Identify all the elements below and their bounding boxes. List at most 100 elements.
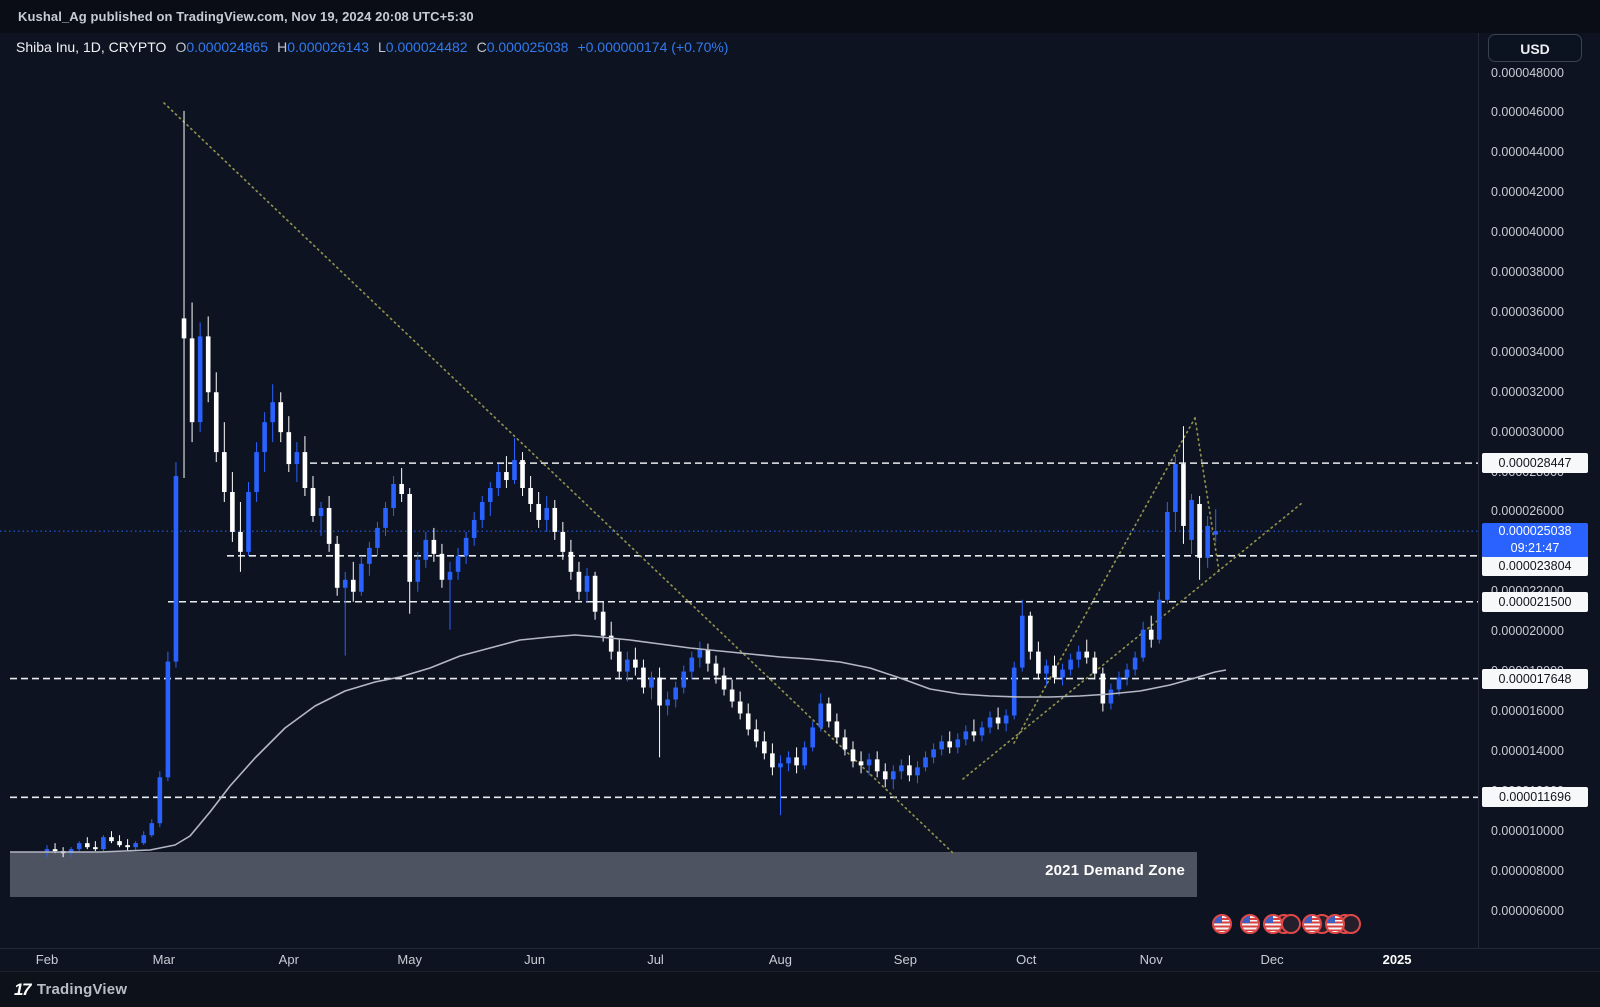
currency-button[interactable]: USD	[1488, 34, 1582, 62]
candle-body[interactable]	[1076, 651, 1081, 660]
candle-body[interactable]	[584, 575, 590, 592]
candle-body[interactable]	[286, 432, 292, 465]
candle-body[interactable]	[149, 823, 155, 836]
candle-body[interactable]	[850, 749, 856, 762]
candle-body[interactable]	[1028, 615, 1033, 652]
candle-body[interactable]	[552, 507, 558, 532]
candle-body[interactable]	[1019, 615, 1025, 668]
candle-body[interactable]	[1044, 665, 1049, 674]
candle-body[interactable]	[504, 472, 509, 481]
candle-body[interactable]	[826, 703, 832, 722]
candle-body[interactable]	[802, 747, 807, 766]
candle-body[interactable]	[528, 488, 533, 504]
candle-body[interactable]	[326, 507, 332, 544]
candle-body[interactable]	[463, 537, 469, 556]
candle-body[interactable]	[197, 336, 203, 423]
candle-body[interactable]	[93, 847, 98, 850]
candle-body[interactable]	[923, 757, 928, 768]
candle-body[interactable]	[1100, 673, 1106, 704]
candle-body[interactable]	[133, 843, 138, 848]
candle-body[interactable]	[205, 336, 211, 393]
candle-body[interactable]	[649, 677, 654, 688]
candle-body[interactable]	[1052, 665, 1057, 678]
candle-body[interactable]	[383, 507, 388, 528]
candle-body[interactable]	[165, 661, 171, 778]
candle-body[interactable]	[157, 777, 163, 824]
candle-body[interactable]	[568, 551, 574, 572]
candle-body[interactable]	[729, 689, 735, 702]
candle-body[interactable]	[101, 837, 106, 850]
candle-body[interactable]	[818, 703, 824, 728]
candle-body[interactable]	[592, 575, 598, 612]
candle-body[interactable]	[681, 671, 687, 688]
candle-body[interactable]	[891, 771, 896, 780]
candle-body[interactable]	[391, 484, 396, 508]
candle-body[interactable]	[1165, 511, 1170, 600]
candle-body[interactable]	[931, 749, 936, 758]
candle-body[interactable]	[1124, 669, 1130, 678]
candle-body[interactable]	[439, 553, 445, 580]
candle-body[interactable]	[447, 571, 453, 580]
candle-body[interactable]	[399, 484, 404, 494]
candle-body[interactable]	[479, 501, 485, 520]
candle-body[interactable]	[882, 771, 888, 780]
candle-body[interactable]	[189, 338, 195, 423]
candle-body[interactable]	[770, 753, 775, 768]
candle-body[interactable]	[560, 531, 566, 552]
candle-body[interactable]	[1036, 651, 1041, 674]
candle-body[interactable]	[955, 739, 961, 748]
candle-body[interactable]	[423, 539, 429, 560]
candle-body[interactable]	[1197, 503, 1202, 558]
candle-body[interactable]	[496, 472, 501, 489]
candle-body[interactable]	[415, 559, 421, 582]
candle-body[interactable]	[1213, 531, 1218, 535]
candle-body[interactable]	[753, 729, 759, 742]
time-axis[interactable]: Feb Mar Apr May Jun Jul Aug Sep Oct Nov Dec 2025	[0, 948, 1600, 971]
candle-body[interactable]	[318, 507, 324, 516]
candle-body[interactable]	[762, 741, 767, 754]
candle-body[interactable]	[633, 659, 638, 668]
candle-body[interactable]	[512, 460, 517, 481]
candle-body[interactable]	[141, 835, 147, 844]
candle-body[interactable]	[705, 649, 711, 664]
candle-body[interactable]	[697, 649, 703, 658]
candle-body[interactable]	[947, 741, 953, 748]
price-axis[interactable]: USD 0.000048000 0.000046000 0.000044000 0.0…	[1478, 33, 1600, 948]
candle-body[interactable]	[262, 422, 267, 453]
candle-body[interactable]	[117, 841, 122, 846]
candle-body[interactable]	[455, 555, 461, 572]
candle-body[interactable]	[85, 843, 90, 848]
candle-body[interactable]	[971, 731, 977, 736]
candle-body[interactable]	[713, 663, 719, 676]
candle-body[interactable]	[375, 527, 380, 548]
candle-body[interactable]	[995, 717, 1001, 724]
candle-body[interactable]	[1116, 677, 1122, 690]
candle-body[interactable]	[238, 531, 243, 552]
candle-body[interactable]	[915, 767, 920, 776]
candle-body[interactable]	[1132, 657, 1138, 670]
candle-body[interactable]	[213, 392, 219, 453]
candle-body[interactable]	[1173, 464, 1178, 512]
candle-body[interactable]	[310, 488, 316, 516]
candle-body[interactable]	[431, 539, 437, 554]
trendline-downtrend-from-march-top[interactable]	[163, 102, 954, 854]
candle-body[interactable]	[536, 503, 541, 520]
candle-body[interactable]	[230, 492, 235, 532]
candle-body[interactable]	[689, 657, 695, 672]
candle-body[interactable]	[858, 761, 864, 766]
candle-body[interactable]	[68, 849, 74, 854]
tradingview-logo-icon[interactable]: 17	[14, 979, 31, 999]
candle-body[interactable]	[1189, 499, 1194, 540]
candle-body[interactable]	[1140, 629, 1146, 658]
candle-body[interactable]	[1084, 651, 1090, 658]
candle-body[interactable]	[359, 563, 364, 592]
tradingview-brand[interactable]: TradingView	[36, 981, 128, 998]
candle-body[interactable]	[520, 460, 525, 489]
candle-body[interactable]	[1060, 669, 1065, 678]
candle-body[interactable]	[52, 849, 58, 852]
candle-body[interactable]	[608, 635, 614, 652]
candle-body[interactable]	[625, 659, 630, 672]
candle-body[interactable]	[899, 765, 904, 772]
candle-body[interactable]	[939, 741, 944, 750]
